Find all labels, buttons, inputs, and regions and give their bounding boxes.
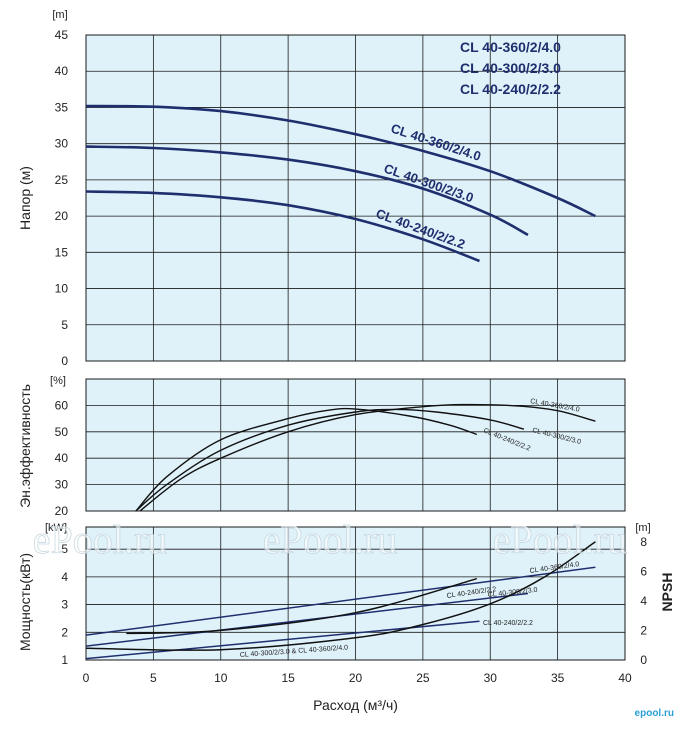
y-axis-title: Мощность(кВт) [17,553,33,651]
y-unit-label: [%] [50,375,66,387]
npsh-curve-line [126,577,478,635]
power-curve-line [85,592,529,647]
y-tick-label: 25 [55,173,69,187]
y-tick-label: 30 [55,478,69,492]
brand-logo: epool.ru [634,708,674,719]
y-tick-label: 4 [61,570,68,584]
y-tick-label: 35 [55,100,69,114]
curve-label: CL 40-240/2/2.2 [483,620,533,627]
y2-tick-label: 4 [640,594,647,608]
legend-entry: CL 40-240/2/2.2 [460,81,561,97]
y2-axis-title: NPSH [659,573,675,612]
y-tick-label: 5 [61,542,68,556]
y-tick-label: 40 [55,451,69,465]
x-axis-title: Расход (м³/ч) [313,697,398,713]
efficiency-curve-line [135,408,525,512]
npsh-curve-line [85,541,596,651]
y-tick-label: 30 [55,137,69,151]
y-tick-label: 2 [61,625,68,639]
y-tick-label: 3 [61,598,68,612]
head-curve-line [85,190,480,263]
head-curve-line [85,104,596,218]
x-tick-label: 20 [349,671,363,685]
head-curve-line [85,145,529,237]
y-axis-title: Напор (м) [17,166,33,230]
y-tick-label: 45 [55,28,69,42]
efficiency-curve-line [139,403,596,512]
x-tick-label: 25 [416,671,430,685]
efficiency-curve-line [135,407,478,512]
power-curve-line [85,566,596,636]
y2-tick-label: 6 [640,564,647,578]
watermark-text: ePool.ru [33,517,167,562]
y-tick-label: 20 [55,209,69,223]
x-tick-label: 10 [214,671,228,685]
x-tick-label: 35 [551,671,565,685]
x-tick-label: 15 [281,671,295,685]
x-tick-label: 5 [150,671,157,685]
legend-entry: CL 40-300/2/3.0 [460,60,561,76]
y2-tick-label: 8 [640,535,647,549]
y2-tick-label: 0 [640,653,647,667]
y-tick-label: 0 [61,354,68,368]
y-tick-label: 10 [55,282,69,296]
y-axis-title: Эн.эффективность [17,384,33,508]
y-tick-label: 5 [61,318,68,332]
y-tick-label: 15 [55,245,69,259]
y-tick-label: 20 [55,504,69,518]
x-tick-label: 40 [618,671,632,685]
y-unit-label: [kW] [45,522,67,534]
watermark-text: ePool.ru [263,517,397,562]
x-tick-label: 30 [484,671,498,685]
y-unit-label: [m] [52,9,67,21]
legend-entry: CL 40-360/2/4.0 [460,39,561,55]
y-tick-label: 40 [55,64,69,78]
x-tick-label: 0 [83,671,90,685]
y-tick-label: 60 [55,398,69,412]
y2-tick-label: 2 [640,623,647,637]
y-tick-label: 1 [61,653,68,667]
y2-unit-label: [m] [635,522,650,534]
watermark-text: ePool.ru [493,517,627,562]
y-tick-label: 50 [55,425,69,439]
